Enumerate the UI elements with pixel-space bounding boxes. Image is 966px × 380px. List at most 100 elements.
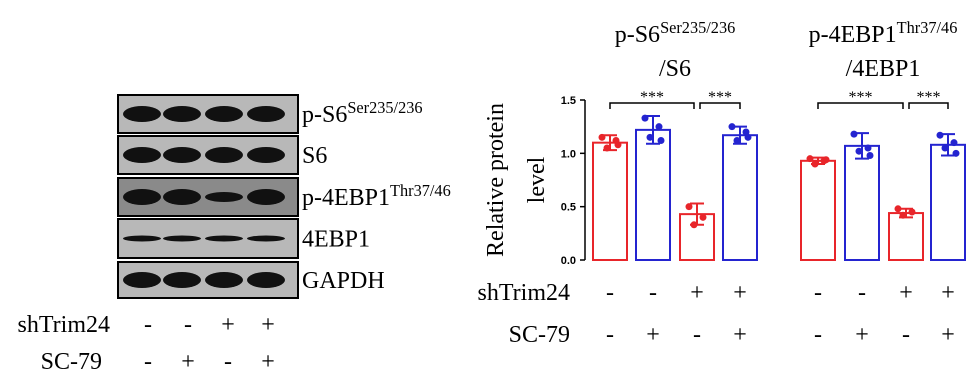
blot-label: p-4EBP1Thr37/46 — [302, 181, 451, 211]
data-point — [745, 134, 752, 141]
data-point — [900, 212, 907, 219]
blot-band — [247, 272, 285, 288]
data-point — [942, 145, 949, 152]
blot-label-main: 4EBP1 — [302, 227, 370, 253]
condition-sign: + — [221, 312, 235, 338]
condition-sign: + — [261, 349, 275, 375]
data-point — [734, 137, 741, 144]
blot-band — [123, 147, 161, 163]
y-axis-label: Relative protein — [483, 103, 509, 257]
condition-sign: - — [144, 349, 152, 375]
blot-band — [163, 272, 201, 288]
blot-label-main: p-4EBP1 — [302, 185, 390, 211]
significance-label: *** — [708, 89, 732, 106]
bar — [636, 130, 670, 260]
data-point — [700, 214, 707, 221]
condition-label: SC-79 — [509, 322, 570, 348]
blot-band — [123, 236, 161, 242]
condition-sign: + — [646, 322, 660, 348]
significance-label: *** — [917, 89, 941, 106]
condition-sign: - — [224, 349, 232, 375]
condition-sign: - — [902, 322, 910, 348]
blot-band — [123, 106, 161, 122]
condition-sign: - — [144, 312, 152, 338]
data-point — [686, 203, 693, 210]
data-point — [599, 134, 606, 141]
condition-sign: - — [814, 322, 822, 348]
data-point — [656, 123, 663, 130]
condition-sign: + — [181, 349, 195, 375]
data-point — [615, 141, 622, 148]
bar — [845, 146, 879, 260]
data-point — [658, 137, 665, 144]
significance-label: *** — [640, 89, 664, 106]
data-point — [691, 221, 698, 228]
blot-band — [123, 189, 161, 205]
condition-label: shTrim24 — [18, 312, 110, 338]
group-title-main: p-S6 — [615, 22, 660, 48]
data-point — [951, 139, 958, 146]
y-tick-label: 1.0 — [561, 148, 576, 160]
blot-band — [205, 147, 243, 163]
data-point — [909, 209, 916, 216]
data-point — [937, 132, 944, 139]
blot-band — [247, 106, 285, 122]
blot-band — [247, 189, 285, 205]
blot-band — [123, 272, 161, 288]
bar — [889, 213, 923, 260]
condition-sign: + — [855, 322, 869, 348]
data-point — [865, 145, 872, 152]
data-point — [812, 161, 819, 168]
condition-sign: + — [261, 312, 275, 338]
group-title: /S6 — [659, 56, 691, 82]
blot-band — [163, 189, 201, 205]
data-point — [729, 123, 736, 130]
group-title-main: p-4EBP1 — [809, 22, 897, 48]
bar — [723, 135, 757, 260]
data-point — [823, 156, 830, 163]
group-title: /4EBP1 — [846, 56, 921, 82]
blot-label: S6 — [302, 143, 327, 169]
condition-sign: + — [899, 280, 913, 306]
blot-label-sup: Thr37/46 — [390, 181, 451, 200]
group-title-sup: Ser235/236 — [660, 18, 735, 37]
condition-sign: - — [814, 280, 822, 306]
condition-label: shTrim24 — [478, 280, 570, 306]
bar — [593, 143, 627, 260]
group-title-sup: Thr37/46 — [897, 18, 958, 37]
data-point — [647, 134, 654, 141]
blot-band — [163, 106, 201, 122]
blot-label: p-S6Ser235/236 — [302, 98, 423, 128]
condition-sign: - — [606, 280, 614, 306]
blot-band — [205, 106, 243, 122]
blot-band — [163, 147, 201, 163]
page: {"blot": { "rows": [ {"name": "p-S6", "s… — [0, 0, 966, 375]
blot-band — [205, 192, 243, 202]
y-axis-label: level — [524, 156, 550, 203]
condition-sign: + — [941, 322, 955, 348]
blot-label-main: S6 — [302, 143, 327, 169]
condition-sign: + — [690, 280, 704, 306]
blot-label: 4EBP1 — [302, 227, 370, 253]
condition-sign: - — [184, 312, 192, 338]
blot-label: GAPDH — [302, 268, 385, 294]
data-point — [807, 155, 814, 162]
data-point — [867, 152, 874, 159]
data-point — [953, 150, 960, 157]
group-title: p-4EBP1Thr37/46 — [809, 18, 958, 48]
blot-band — [247, 236, 285, 242]
condition-sign: - — [858, 280, 866, 306]
data-point — [895, 205, 902, 212]
blot-label-main: p-S6 — [302, 102, 347, 128]
condition-label: SC-79 — [41, 349, 102, 375]
y-tick-label: 0.0 — [561, 255, 576, 267]
y-tick-label: 0.5 — [561, 202, 576, 214]
data-point — [642, 115, 649, 122]
blot-label-sup: Ser235/236 — [347, 98, 422, 117]
bar — [801, 161, 835, 260]
significance-label: *** — [849, 89, 873, 106]
data-point — [856, 148, 863, 155]
condition-sign: - — [649, 280, 657, 306]
blot-band — [205, 236, 243, 242]
condition-sign: + — [733, 280, 747, 306]
